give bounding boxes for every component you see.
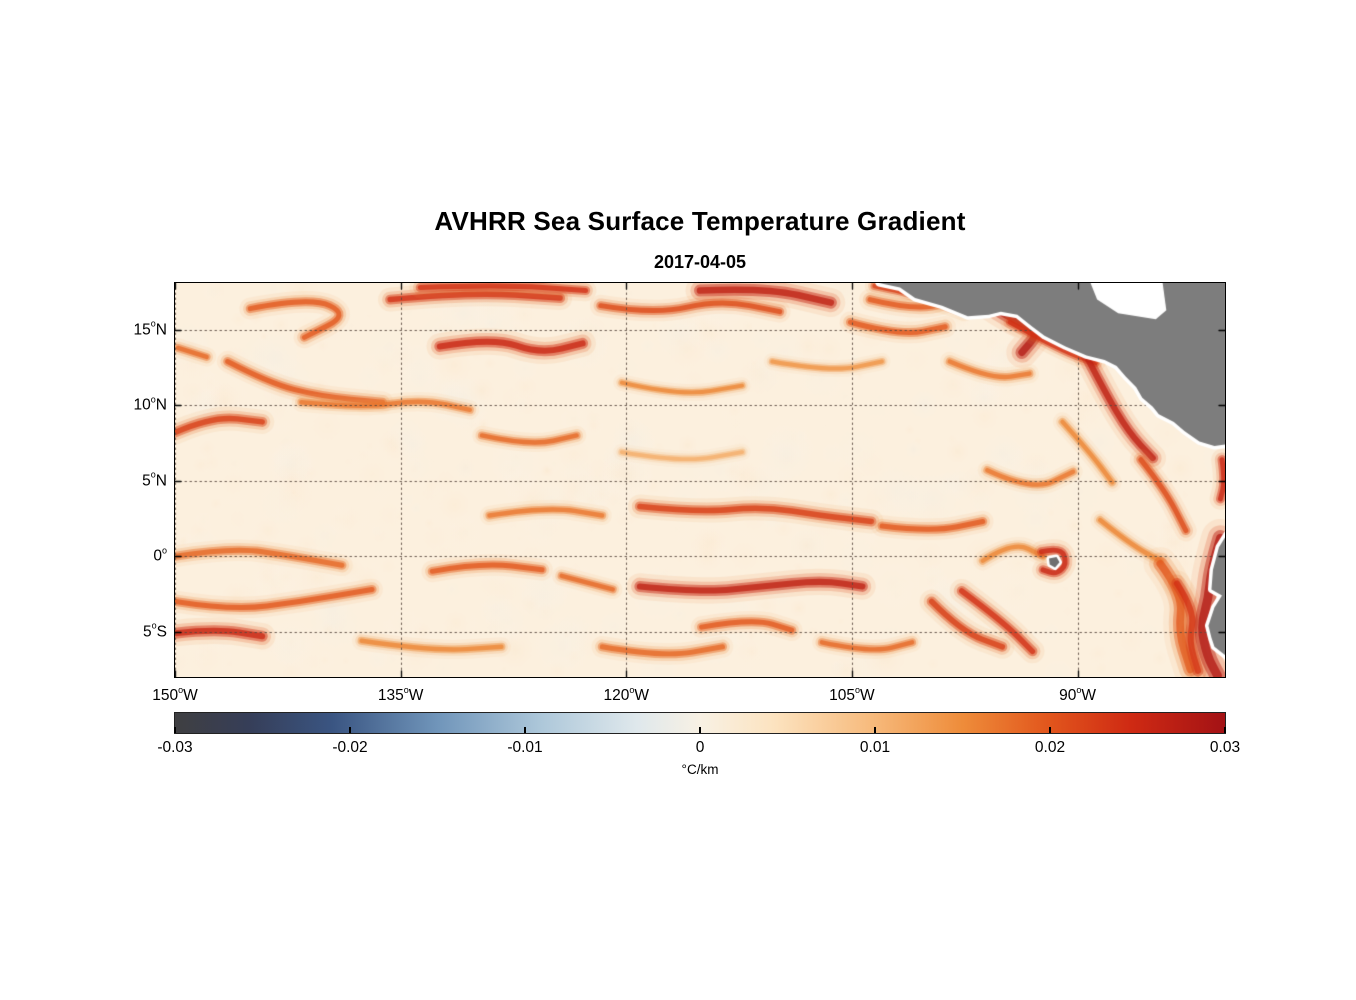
lon-tick-label: 150oW: [152, 684, 198, 705]
map-plot: [174, 282, 1226, 678]
colorbar-tick-label: -0.03: [157, 739, 193, 756]
lon-tick-label: 105oW: [829, 684, 875, 705]
lat-tick-label: 15oN: [133, 318, 167, 339]
colorbar-gradient: [175, 713, 1225, 733]
colorbar-tick-label: 0.01: [859, 739, 891, 756]
lon-tick-label: 120oW: [603, 684, 650, 705]
colorbar-tick-label: -0.02: [332, 739, 368, 756]
lon-tick-label: 90oW: [1059, 684, 1097, 705]
lat-tick-label: 5oN: [142, 469, 167, 490]
lat-tick-label: 5oS: [143, 620, 167, 641]
colorbar-tick-label: 0.02: [1034, 739, 1066, 756]
colorbar-tick-label: -0.01: [507, 739, 543, 756]
lat-tick-label: 10oN: [133, 394, 167, 414]
sst-gradient-map-canvas: [175, 283, 1225, 677]
lat-tick-label: 0o: [153, 545, 167, 565]
colorbar-units-label: °C/km: [681, 762, 719, 777]
chart-title: AVHRR Sea Surface Temperature Gradient: [434, 206, 966, 236]
chart-date: 2017-04-05: [653, 252, 747, 272]
lon-tick-label: 135oW: [377, 684, 424, 705]
colorbar-tick-label: 0: [695, 739, 705, 756]
colorbar: [174, 712, 1226, 734]
colorbar-tick-label: 0.03: [1209, 739, 1241, 756]
